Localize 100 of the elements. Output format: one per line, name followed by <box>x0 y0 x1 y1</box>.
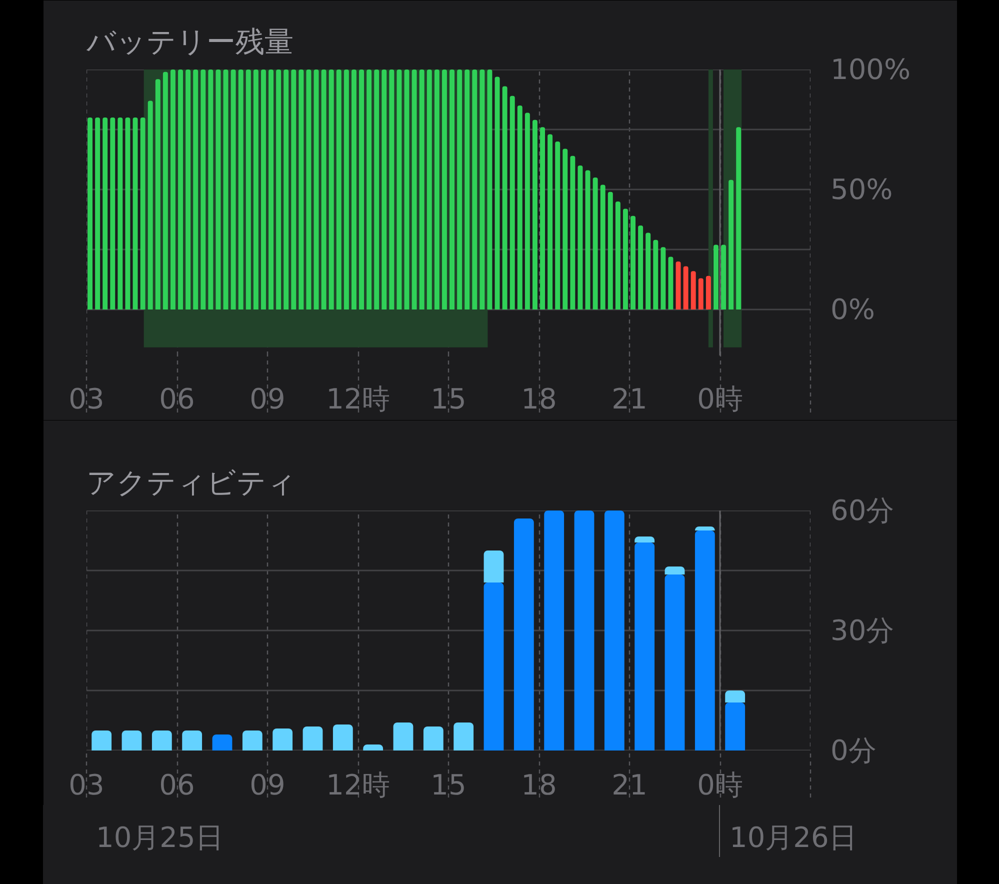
bar <box>140 118 146 310</box>
x-tick-label: 21 <box>612 382 648 416</box>
bar <box>634 542 655 750</box>
chart-title: バッテリー残量 <box>86 24 294 58</box>
bar <box>570 156 576 310</box>
x-tick-label: 12時 <box>326 382 390 416</box>
y-tick-label: 0% <box>830 293 875 326</box>
x-tick-label: 12時 <box>326 768 390 802</box>
bar <box>592 178 598 310</box>
bar <box>578 166 583 310</box>
bar <box>302 726 323 750</box>
x-tick-label: 09 <box>250 768 286 802</box>
bar <box>694 530 715 750</box>
bar <box>472 70 478 310</box>
bar <box>544 510 564 750</box>
bar <box>382 70 387 310</box>
bar <box>404 70 410 310</box>
bar <box>284 70 289 310</box>
x-tick-label: 18 <box>521 382 557 416</box>
bar <box>524 112 530 310</box>
bar <box>630 216 636 310</box>
bar <box>464 70 470 310</box>
bar <box>193 70 198 310</box>
bar <box>246 70 251 310</box>
bar <box>423 726 444 750</box>
bar <box>314 70 319 310</box>
bar <box>102 118 108 310</box>
bar <box>92 730 112 750</box>
bar <box>200 70 206 310</box>
bar <box>328 70 334 310</box>
bar <box>186 70 191 310</box>
bar <box>208 70 214 310</box>
bar <box>336 70 342 310</box>
bar <box>359 70 364 310</box>
bar <box>517 106 522 310</box>
bar <box>276 70 282 310</box>
bar <box>125 118 130 310</box>
bar <box>434 70 440 310</box>
bar <box>725 702 746 750</box>
bar <box>110 118 116 310</box>
bar <box>668 256 674 310</box>
bar <box>502 86 508 310</box>
bar <box>118 118 123 310</box>
bar <box>321 70 326 310</box>
x-tick-label: 03 <box>68 382 104 416</box>
bar <box>212 734 232 750</box>
bar <box>450 70 455 310</box>
bar <box>332 724 353 750</box>
bar <box>615 202 620 310</box>
bar <box>419 70 424 310</box>
bar <box>487 70 492 310</box>
y-tick-label: 60分 <box>830 494 894 527</box>
bar <box>540 127 546 310</box>
bar <box>690 271 696 310</box>
bar <box>122 730 142 750</box>
bar <box>412 70 417 310</box>
bar <box>155 79 160 310</box>
annotation: 10月25日 <box>96 821 224 855</box>
bar <box>95 118 100 310</box>
bar <box>374 70 380 310</box>
bar <box>725 690 746 702</box>
bar <box>170 70 176 310</box>
bar <box>713 244 718 310</box>
bar <box>676 262 681 310</box>
bar <box>634 536 655 542</box>
bar <box>638 226 644 310</box>
bar <box>574 510 594 750</box>
bar <box>178 70 184 310</box>
y-tick-label: 30分 <box>830 614 894 647</box>
x-tick-label: 0時 <box>697 382 743 416</box>
bar <box>88 118 93 310</box>
x-tick-label: 09 <box>250 382 286 416</box>
bar <box>706 276 711 310</box>
bar <box>230 70 236 310</box>
bar <box>344 70 349 310</box>
bar <box>480 70 485 310</box>
bar <box>600 184 606 310</box>
bar <box>132 118 138 310</box>
bar <box>152 730 172 750</box>
bar <box>223 70 228 310</box>
bar <box>664 574 685 750</box>
bar <box>253 70 258 310</box>
bar <box>366 70 372 310</box>
bar <box>698 278 704 310</box>
bar <box>393 722 414 750</box>
bar <box>454 722 474 750</box>
y-tick-label: 50% <box>830 173 893 206</box>
bar <box>260 70 266 310</box>
bar <box>653 240 658 310</box>
bar <box>604 510 624 750</box>
bar <box>736 127 742 310</box>
y-tick-label: 0分 <box>830 734 876 767</box>
bar <box>548 134 553 310</box>
bar <box>514 518 534 750</box>
bar <box>457 70 462 310</box>
bar <box>721 244 726 310</box>
bar <box>351 70 356 310</box>
bar <box>622 208 628 310</box>
bar <box>442 70 447 310</box>
bar <box>272 728 293 750</box>
